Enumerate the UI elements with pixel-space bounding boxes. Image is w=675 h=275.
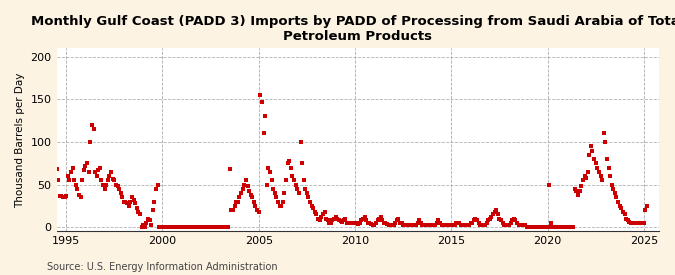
Y-axis label: Thousand Barrels per Day: Thousand Barrels per Day bbox=[15, 72, 25, 208]
Title: Monthly Gulf Coast (PADD 3) Imports by PADD of Processing from Saudi Arabia of T: Monthly Gulf Coast (PADD 3) Imports by P… bbox=[31, 15, 675, 43]
Text: Source: U.S. Energy Information Administration: Source: U.S. Energy Information Administ… bbox=[47, 262, 278, 272]
